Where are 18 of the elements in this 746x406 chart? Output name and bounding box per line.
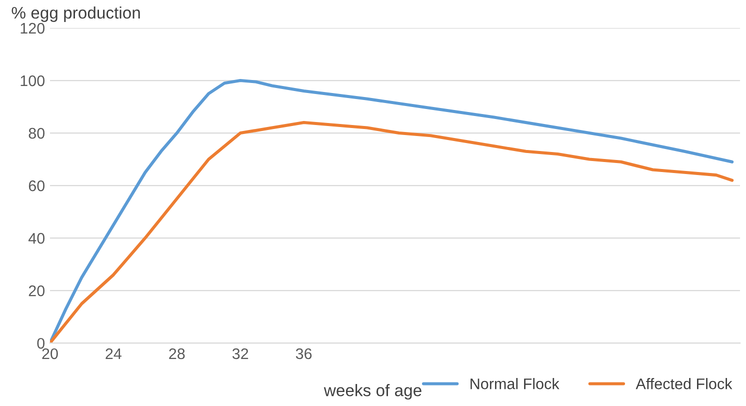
x-tick-label: 20	[42, 348, 58, 360]
x-tick-label: 32	[232, 348, 248, 360]
y-tick-label: 120	[20, 22, 45, 34]
y-tick-label: 40	[28, 232, 45, 244]
y-tick-label: 100	[20, 75, 45, 86]
y-tick-label: 60	[28, 180, 45, 192]
x-tick-label: 24	[106, 348, 122, 360]
y-tick-label: 80	[28, 128, 45, 139]
y-tick-label: 0	[37, 338, 45, 349]
y-axis-title: % egg production	[12, 6, 140, 22]
x-tick-label: 28	[169, 348, 185, 360]
y-tick-label: 20	[28, 285, 45, 296]
line-series	[50, 78, 734, 344]
x-axis-title: weeks of age	[324, 384, 422, 400]
legend-label: Affected Flock	[636, 378, 732, 390]
x-tick-label: 36	[296, 348, 312, 360]
legend-label: Normal Flock	[470, 378, 560, 390]
line-series	[50, 121, 734, 344]
